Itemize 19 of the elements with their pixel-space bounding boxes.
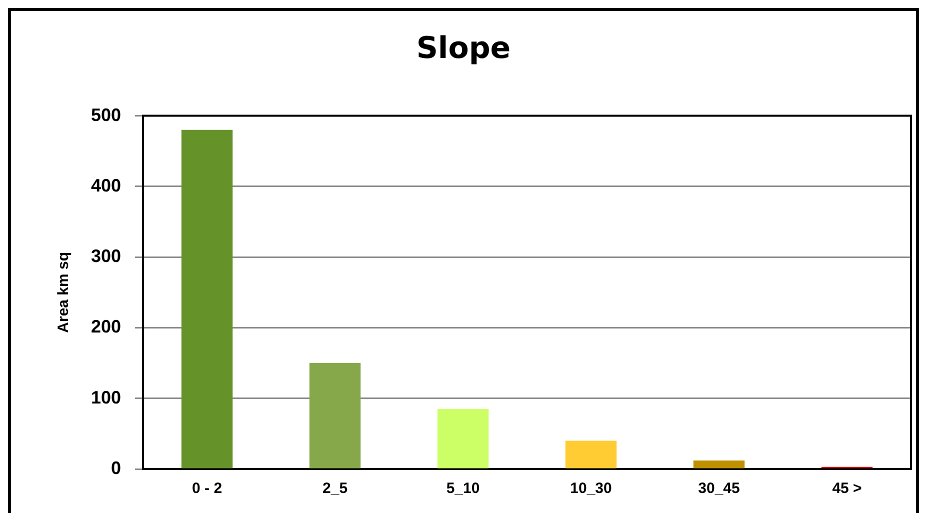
x-tick-label: 30_45: [698, 480, 740, 498]
chart-title: Slope: [415, 31, 512, 66]
y-tick-label: 0: [111, 458, 122, 478]
bar: [309, 363, 361, 468]
bar: [565, 440, 617, 468]
x-tick-label: 0 - 2: [192, 480, 222, 498]
x-tick-label: 45 >: [832, 480, 862, 498]
x-tick-label: 5_10: [446, 480, 480, 498]
bar: [693, 460, 745, 468]
x-tick-label: 10_30: [570, 480, 612, 498]
y-tick-label: 200: [90, 316, 122, 337]
y-axis-title: Area km sq: [55, 252, 72, 333]
bar: [181, 130, 233, 468]
y-tick-label: 500: [90, 104, 122, 125]
y-tick-label: 100: [90, 387, 122, 408]
x-tick-label: 2_5: [322, 480, 348, 498]
y-tick-label: 400: [90, 175, 122, 196]
bar: [437, 408, 489, 468]
y-tick-label: 300: [90, 246, 122, 266]
